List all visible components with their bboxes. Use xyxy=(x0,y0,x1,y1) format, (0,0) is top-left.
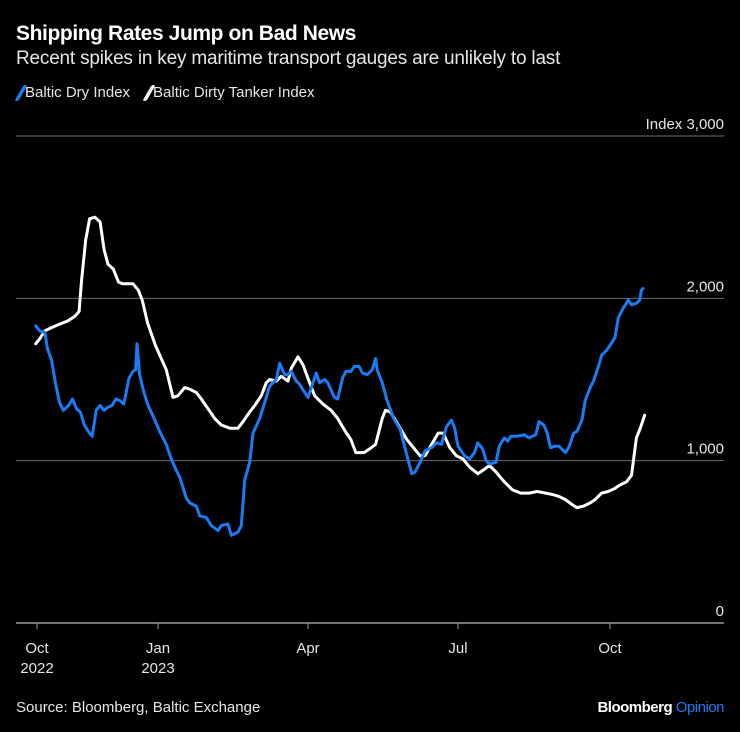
x-tick-label: Oct xyxy=(25,640,49,657)
x-tick-label-year: 2023 xyxy=(141,660,174,677)
series-line-baltic-dry-index xyxy=(34,287,645,537)
legend-label-tanker: Baltic Dirty Tanker Index xyxy=(153,84,315,101)
brand-accent: Opinion xyxy=(675,699,725,716)
chart-subtitle: Recent spikes in key maritime transport … xyxy=(16,48,561,69)
x-tick-label: Apr xyxy=(296,640,319,657)
legend-label-dry: Baltic Dry Index xyxy=(25,84,131,101)
y-tick-label: Index 3,000 xyxy=(646,116,724,133)
series-line-baltic-dirty-tanker-index xyxy=(34,215,647,510)
x-tick-label: Jul xyxy=(448,640,467,657)
legend-item-dry: Baltic Dry Index xyxy=(14,84,131,101)
x-tick-label: Oct xyxy=(598,640,622,657)
x-tick-label: Jan xyxy=(146,640,170,657)
chart-title: Shipping Rates Jump on Bad News xyxy=(16,22,356,45)
legend-item-tanker: Baltic Dirty Tanker Index xyxy=(142,84,315,101)
source-note: Source: Bloomberg, Baltic Exchange xyxy=(16,699,261,716)
x-tick-label-year: 2022 xyxy=(20,660,53,677)
legend: Baltic Dry Index Baltic Dirty Tanker Ind… xyxy=(14,84,315,101)
brand-name: Bloomberg xyxy=(597,699,673,716)
y-tick-label: 2,000 xyxy=(686,278,724,295)
y-tick-label: 1,000 xyxy=(686,441,724,458)
brand-logo: Bloomberg Opinion xyxy=(597,699,724,716)
y-tick-label: 0 xyxy=(716,603,724,620)
